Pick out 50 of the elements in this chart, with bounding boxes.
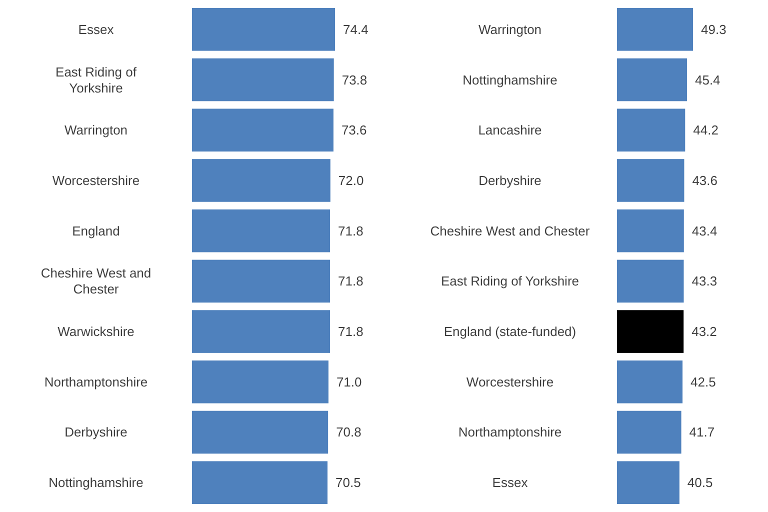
data-label: 43.2 bbox=[692, 324, 717, 340]
y-tick-label: Nottinghamshire bbox=[48, 475, 144, 490]
data-label: 49.3 bbox=[701, 22, 726, 37]
bar bbox=[617, 310, 684, 353]
data-label: 42.5 bbox=[690, 374, 716, 390]
data-label: 70.8 bbox=[336, 424, 362, 440]
data-label: 44.2 bbox=[693, 122, 718, 138]
data-label: 74.4 bbox=[343, 22, 368, 37]
y-tick-label: England bbox=[72, 223, 120, 238]
data-label: 70.5 bbox=[336, 475, 361, 490]
data-label: 43.4 bbox=[692, 223, 718, 238]
y-tick-label: Nottinghamshire bbox=[462, 72, 558, 88]
y-tick-label: Northamptonshire bbox=[458, 424, 562, 440]
data-label: 73.6 bbox=[341, 122, 367, 138]
bar bbox=[617, 461, 680, 504]
y-tick-label: Essex bbox=[78, 22, 114, 37]
bar bbox=[617, 260, 684, 303]
bar bbox=[617, 209, 684, 252]
data-label: 71.8 bbox=[338, 324, 364, 340]
y-tick-label: East Riding of Yorkshire bbox=[440, 274, 580, 289]
y-tick-label: Lancashire bbox=[478, 122, 542, 138]
data-label: 71.8 bbox=[338, 274, 364, 289]
y-tick-label: Worcestershire bbox=[52, 172, 140, 188]
bar bbox=[617, 159, 684, 202]
y-tick-label: Warrington bbox=[478, 22, 542, 37]
data-label: 40.5 bbox=[687, 475, 713, 490]
bar bbox=[617, 58, 687, 102]
y-tick-label: Warwickshire bbox=[58, 324, 134, 340]
data-label: 72.0 bbox=[338, 172, 364, 188]
y-tick-label: East Riding of Yorkshire bbox=[56, 64, 137, 96]
data-label: 43.3 bbox=[692, 274, 718, 289]
data-label: 71.8 bbox=[338, 223, 364, 238]
y-tick-label: Derbyshire bbox=[478, 172, 542, 188]
bar bbox=[617, 360, 683, 404]
y-tick-label: Northamptonshire bbox=[44, 374, 148, 390]
bar bbox=[617, 8, 693, 51]
data-label: 41.7 bbox=[689, 424, 715, 440]
data-label: 45.4 bbox=[694, 72, 720, 88]
data-label: 43.6 bbox=[692, 172, 718, 188]
y-tick-label: Worcestershire bbox=[466, 374, 554, 390]
bar bbox=[617, 410, 682, 454]
data-label: 71.0 bbox=[336, 374, 362, 390]
bar bbox=[617, 108, 686, 152]
data-label: 73.8 bbox=[342, 72, 368, 88]
y-tick-label: Cheshire West and Chester bbox=[40, 266, 152, 297]
y-tick-label: Warrington bbox=[64, 122, 128, 138]
y-tick-label: Derbyshire bbox=[64, 424, 128, 440]
y-tick-label: Cheshire West and Chester bbox=[430, 223, 590, 238]
y-tick-label: England (state-funded) bbox=[444, 324, 576, 340]
y-tick-label: Essex bbox=[492, 475, 528, 490]
